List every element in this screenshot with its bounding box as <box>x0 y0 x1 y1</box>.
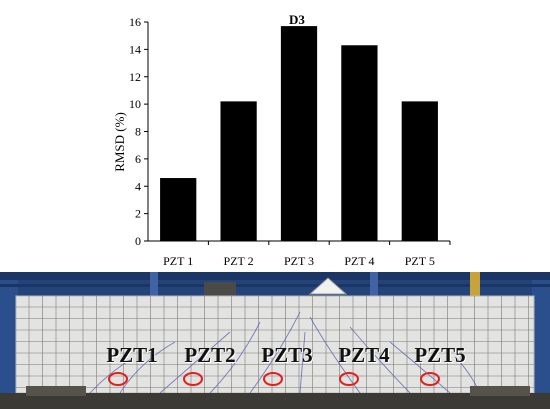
support-left <box>26 386 86 396</box>
pzt-label-shadow: PZT2 <box>185 344 236 368</box>
bar <box>341 45 378 241</box>
beam-grid <box>16 296 534 393</box>
pzt-marker-circle <box>339 372 359 386</box>
crack-line <box>349 326 411 394</box>
pzt-markers <box>108 372 440 386</box>
pzt-marker-circle <box>420 372 440 386</box>
pzt-label-shadow: PZT5 <box>415 344 466 368</box>
pzt-label-shadow: PZT3 <box>262 344 313 368</box>
bars <box>160 26 438 242</box>
y-tick-label: 8 <box>135 125 141 139</box>
x-tick-label: PZT 5 <box>405 254 435 268</box>
y-tick-label: 6 <box>135 152 141 166</box>
y-tick-label: 4 <box>135 179 141 193</box>
loading-head-center <box>308 277 348 295</box>
crack-line <box>159 331 231 394</box>
crack-line <box>119 341 176 394</box>
crack-line <box>89 359 131 394</box>
y-ticks: 0 2 4 6 8 10 12 14 16 <box>129 15 148 248</box>
loading-plate-left <box>204 282 236 298</box>
y-tick-label: 0 <box>135 234 141 248</box>
y-tick-label: 2 <box>135 207 141 221</box>
x-ticks: PZT 1 PZT 2 PZT 3 PZT 4 PZT 5 <box>163 241 451 268</box>
crack-line <box>209 321 261 394</box>
frame-beam-top <box>0 272 550 280</box>
pzt-marker-circle <box>263 372 283 386</box>
floor <box>0 393 550 409</box>
x-tick-label: PZT 1 <box>163 254 193 268</box>
pzt-label: PZT3 <box>261 343 312 367</box>
x-tick-label: PZT 4 <box>344 254 374 268</box>
frame-post-1 <box>150 272 158 300</box>
frame-post-2 <box>370 272 378 300</box>
support-right <box>470 386 530 396</box>
pzt-label-shadow: PZT1 <box>107 344 158 368</box>
bar <box>280 26 318 242</box>
x-tick-label: PZT 2 <box>224 254 254 268</box>
pzt-marker-circle <box>108 372 128 386</box>
pzt-marker-circle <box>183 372 203 386</box>
bar <box>401 101 438 241</box>
x-tick-label: PZT 3 <box>284 254 314 268</box>
y-axis-label: RMSD (%) <box>112 112 127 172</box>
steel-frame-right <box>532 272 550 409</box>
y-tick-label: 16 <box>129 15 141 29</box>
frame-beam-top-2 <box>0 284 550 287</box>
y-tick-label: 14 <box>129 42 141 56</box>
pzt-label: PZT2 <box>184 343 235 367</box>
bar <box>220 101 257 241</box>
pzt-label: PZT4 <box>338 343 390 367</box>
frame-post-3 <box>470 272 480 300</box>
crack-line <box>249 311 301 394</box>
steel-frame-left <box>0 272 18 409</box>
crack-line <box>389 341 451 394</box>
chart-title: D3 <box>289 12 305 27</box>
crack-line <box>299 331 306 394</box>
y-tick-label: 10 <box>129 97 141 111</box>
pzt-label: PZT1 <box>106 343 157 367</box>
pzt-label: PZT5 <box>414 343 465 367</box>
bar <box>160 178 197 241</box>
y-tick-label: 12 <box>129 70 141 84</box>
pzt-label-shadow: PZT4 <box>339 344 391 368</box>
